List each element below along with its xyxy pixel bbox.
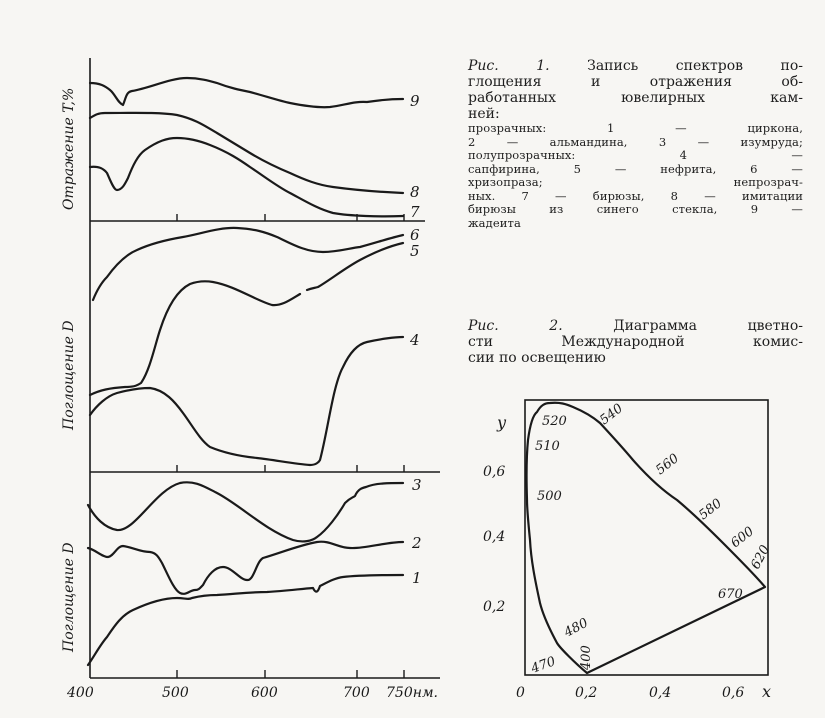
curve-label-8: 8 — [410, 183, 420, 201]
wavelength-label: 480 — [561, 616, 591, 641]
curve-6 — [91, 226, 405, 302]
curve-2 — [86, 540, 405, 595]
x-tick-label: 0,2 — [575, 685, 597, 701]
curve-4 — [88, 335, 405, 467]
x-tick-label: 400 — [66, 685, 94, 701]
ticks — [176, 214, 405, 678]
figure1-caption: Рис. 1. Запись спектров по- глощения и о… — [468, 58, 803, 230]
curve-1 — [86, 573, 405, 667]
legend-line: бирюзы из синего стекла, 9 — — [468, 202, 803, 216]
wavelength-label: 520 — [542, 414, 567, 429]
curve-label-6: 6 — [410, 226, 420, 244]
curve-label-7: 7 — [410, 203, 420, 221]
wavelength-label: 560 — [653, 451, 682, 478]
legend-line: жадеита — [468, 215, 521, 230]
wavelength-label: 500 — [537, 489, 562, 504]
figure1-label: Рис. 1. — [468, 58, 550, 74]
caption-line: работанных ювелирных кам- — [468, 90, 803, 106]
x-tick-label: 700 — [343, 685, 370, 701]
curve-label-1: 1 — [412, 569, 422, 587]
y-tick-label: 0,2 — [483, 599, 505, 615]
y-tick-label: 0,6 — [483, 464, 505, 480]
x-tick-label: 0,4 — [649, 685, 671, 701]
x-tick-label: 0 — [516, 685, 525, 701]
x-tick-label: 750нм. — [386, 685, 438, 701]
curve-9 — [88, 76, 405, 109]
figure2-caption: Рис. 2. Диаграмма цветно- сти Международ… — [468, 318, 803, 366]
ylabel-absorption-middle: Поглощение D — [61, 320, 77, 431]
wavelength-label: 400 — [579, 645, 594, 671]
caption-line: Диаграмма цветно- — [613, 318, 803, 334]
x-tick-label: 500 — [162, 685, 189, 701]
legend-line: полупрозрачных: 4 — — [468, 148, 803, 162]
y-axis-label: y — [496, 413, 507, 432]
wavelength-label: 580 — [696, 496, 725, 523]
y-tick-label: 0,4 — [483, 529, 505, 545]
curve-label-9: 9 — [410, 92, 420, 110]
caption-line: глощения и отражения об- — [468, 74, 803, 90]
legend-line: 2 — альмандина, 3 — изумруда; — [468, 134, 803, 149]
x-axis-label: x — [762, 682, 771, 701]
ylabel-reflection: Отражение T,% — [61, 88, 77, 210]
x-tick-label: 0,6 — [722, 685, 744, 701]
legend-line: хризопраза; непрозрач- — [468, 175, 803, 189]
caption-line: сти Международной комис- — [468, 334, 803, 350]
caption-line: Запись спектров по- — [587, 58, 803, 74]
wavelength-label: 510 — [535, 439, 560, 454]
curve-7 — [88, 136, 405, 218]
curve-8 — [88, 111, 405, 195]
legend-line: сапфирина, 5 — нефрита, 6 — — [468, 161, 803, 176]
legend-line: ных. 7 — бирюзы, 8 — имитации — [468, 188, 803, 203]
ylabel-absorption-bottom: Поглощение D — [61, 542, 77, 653]
caption-line: сии по освещению — [468, 350, 606, 366]
curve-label-4: 4 — [409, 331, 420, 349]
wavelength-label: 620 — [748, 543, 773, 572]
wavelength-label: 600 — [728, 524, 757, 551]
figure2-label: Рис. 2. — [468, 318, 563, 334]
wavelength-label: 470 — [528, 654, 557, 677]
chromaticity-frame — [524, 399, 769, 676]
x-tick-label: 600 — [251, 685, 278, 701]
spectral-locus — [525, 401, 767, 675]
legend-line: прозрачных: 1 — циркона, — [468, 121, 803, 135]
caption-line: ней: — [468, 106, 500, 122]
curve-3 — [86, 481, 405, 543]
curve-label-5: 5 — [410, 242, 420, 260]
curve-5 — [88, 241, 405, 397]
curve-label-2: 2 — [411, 534, 422, 552]
curve-label-3: 3 — [412, 476, 422, 494]
wavelength-label: 670 — [718, 587, 743, 602]
figure1-axes — [89, 58, 440, 679]
